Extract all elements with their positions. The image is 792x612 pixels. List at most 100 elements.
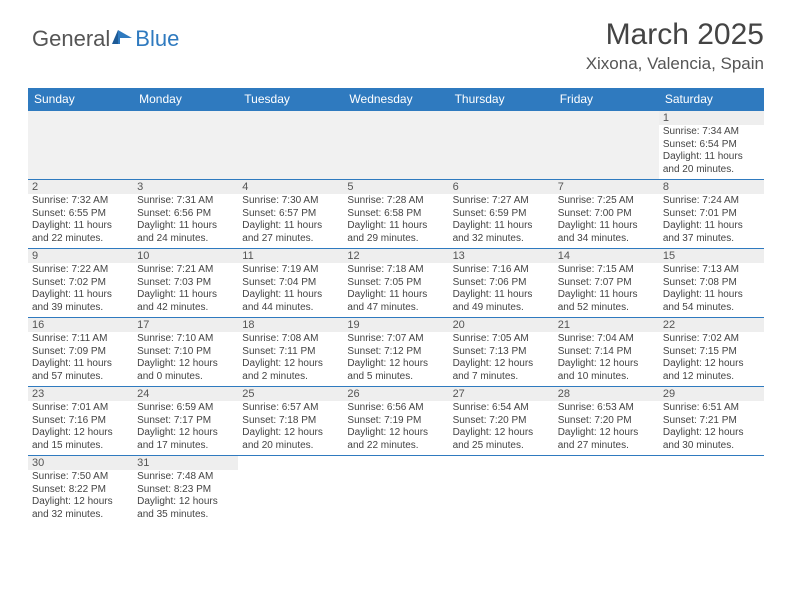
daylight-text-2: and 2 minutes. [242, 371, 339, 384]
day-details: Sunrise: 7:28 AMSunset: 6:58 PMDaylight:… [343, 194, 448, 248]
day-details: Sunrise: 7:25 AMSunset: 7:00 PMDaylight:… [554, 194, 659, 248]
calendar-day-cell: 23Sunrise: 7:01 AMSunset: 7:16 PMDayligh… [28, 387, 133, 456]
empty-cell [659, 456, 764, 525]
day-number: 10 [133, 249, 238, 263]
daylight-text-2: and 12 minutes. [663, 371, 760, 384]
sunrise-text: Sunrise: 7:30 AM [242, 195, 339, 208]
day-number: 11 [238, 249, 343, 263]
daylight-text-1: Daylight: 11 hours [347, 220, 444, 233]
sunrise-text: Sunrise: 7:31 AM [137, 195, 234, 208]
sunset-text: Sunset: 7:13 PM [453, 346, 550, 359]
daylight-text-2: and 44 minutes. [242, 302, 339, 315]
brand-word1: General [32, 26, 110, 52]
daylight-text-1: Daylight: 12 hours [137, 496, 234, 509]
sunset-text: Sunset: 7:20 PM [453, 415, 550, 428]
day-details: Sunrise: 7:13 AMSunset: 7:08 PMDaylight:… [659, 263, 764, 317]
calendar-day-cell: 4Sunrise: 7:30 AMSunset: 6:57 PMDaylight… [238, 180, 343, 249]
sunrise-text: Sunrise: 6:54 AM [453, 402, 550, 415]
daylight-text-1: Daylight: 12 hours [663, 427, 760, 440]
sunrise-text: Sunrise: 7:02 AM [663, 333, 760, 346]
daylight-text-2: and 22 minutes. [347, 440, 444, 453]
daylight-text-1: Daylight: 11 hours [32, 289, 129, 302]
flag-icon [112, 26, 134, 52]
sunset-text: Sunset: 7:14 PM [558, 346, 655, 359]
empty-cell [343, 111, 448, 180]
daylight-text-1: Daylight: 11 hours [453, 289, 550, 302]
title-block: March 2025 Xixona, Valencia, Spain [586, 18, 764, 74]
day-details: Sunrise: 7:01 AMSunset: 7:16 PMDaylight:… [28, 401, 133, 455]
calendar-day-cell: 15Sunrise: 7:13 AMSunset: 7:08 PMDayligh… [659, 249, 764, 318]
daylight-text-1: Daylight: 12 hours [242, 358, 339, 371]
sunset-text: Sunset: 7:01 PM [663, 208, 760, 221]
sunrise-text: Sunrise: 7:24 AM [663, 195, 760, 208]
day-details: Sunrise: 6:53 AMSunset: 7:20 PMDaylight:… [554, 401, 659, 455]
day-details: Sunrise: 7:19 AMSunset: 7:04 PMDaylight:… [238, 263, 343, 317]
sunset-text: Sunset: 7:19 PM [347, 415, 444, 428]
day-header: Thursday [449, 88, 554, 111]
sunrise-text: Sunrise: 7:13 AM [663, 264, 760, 277]
daylight-text-1: Daylight: 11 hours [558, 289, 655, 302]
day-number: 3 [133, 180, 238, 194]
sunset-text: Sunset: 7:10 PM [137, 346, 234, 359]
sunset-text: Sunset: 7:20 PM [558, 415, 655, 428]
sunrise-text: Sunrise: 7:18 AM [347, 264, 444, 277]
empty-cell [449, 111, 554, 180]
daylight-text-1: Daylight: 12 hours [558, 358, 655, 371]
location-text: Xixona, Valencia, Spain [586, 54, 764, 74]
sunrise-text: Sunrise: 7:11 AM [32, 333, 129, 346]
brand-logo: General Blue [32, 26, 179, 52]
sunrise-text: Sunrise: 7:07 AM [347, 333, 444, 346]
calendar-week-row: 9Sunrise: 7:22 AMSunset: 7:02 PMDaylight… [28, 249, 764, 318]
day-details: Sunrise: 7:34 AMSunset: 6:54 PMDaylight:… [659, 125, 764, 179]
sunrise-text: Sunrise: 7:05 AM [453, 333, 550, 346]
daylight-text-2: and 49 minutes. [453, 302, 550, 315]
day-details: Sunrise: 7:32 AMSunset: 6:55 PMDaylight:… [28, 194, 133, 248]
calendar-week-row: 16Sunrise: 7:11 AMSunset: 7:09 PMDayligh… [28, 318, 764, 387]
sunrise-text: Sunrise: 6:57 AM [242, 402, 339, 415]
day-number: 12 [343, 249, 448, 263]
day-number: 5 [343, 180, 448, 194]
daylight-text-2: and 54 minutes. [663, 302, 760, 315]
daylight-text-2: and 22 minutes. [32, 233, 129, 246]
calendar-day-cell: 20Sunrise: 7:05 AMSunset: 7:13 PMDayligh… [449, 318, 554, 387]
daylight-text-2: and 24 minutes. [137, 233, 234, 246]
daylight-text-1: Daylight: 12 hours [663, 358, 760, 371]
day-details: Sunrise: 6:59 AMSunset: 7:17 PMDaylight:… [133, 401, 238, 455]
calendar-day-cell: 5Sunrise: 7:28 AMSunset: 6:58 PMDaylight… [343, 180, 448, 249]
header: General Blue March 2025 Xixona, Valencia… [0, 0, 792, 80]
daylight-text-2: and 15 minutes. [32, 440, 129, 453]
empty-cell [238, 111, 343, 180]
sunset-text: Sunset: 8:22 PM [32, 484, 129, 497]
calendar-day-cell: 22Sunrise: 7:02 AMSunset: 7:15 PMDayligh… [659, 318, 764, 387]
calendar-day-cell: 7Sunrise: 7:25 AMSunset: 7:00 PMDaylight… [554, 180, 659, 249]
calendar-day-cell: 8Sunrise: 7:24 AMSunset: 7:01 PMDaylight… [659, 180, 764, 249]
day-number: 2 [28, 180, 133, 194]
sunset-text: Sunset: 7:21 PM [663, 415, 760, 428]
sunrise-text: Sunrise: 7:16 AM [453, 264, 550, 277]
sunrise-text: Sunrise: 7:08 AM [242, 333, 339, 346]
day-details: Sunrise: 6:57 AMSunset: 7:18 PMDaylight:… [238, 401, 343, 455]
calendar-day-cell: 6Sunrise: 7:27 AMSunset: 6:59 PMDaylight… [449, 180, 554, 249]
daylight-text-2: and 20 minutes. [663, 164, 760, 177]
calendar-day-cell: 13Sunrise: 7:16 AMSunset: 7:06 PMDayligh… [449, 249, 554, 318]
month-title: March 2025 [586, 18, 764, 52]
calendar-day-cell: 14Sunrise: 7:15 AMSunset: 7:07 PMDayligh… [554, 249, 659, 318]
daylight-text-1: Daylight: 11 hours [137, 289, 234, 302]
daylight-text-2: and 5 minutes. [347, 371, 444, 384]
calendar-table: SundayMondayTuesdayWednesdayThursdayFrid… [28, 88, 764, 524]
empty-cell [238, 456, 343, 525]
daylight-text-1: Daylight: 12 hours [137, 358, 234, 371]
sunrise-text: Sunrise: 7:19 AM [242, 264, 339, 277]
day-number: 29 [659, 387, 764, 401]
calendar-day-cell: 24Sunrise: 6:59 AMSunset: 7:17 PMDayligh… [133, 387, 238, 456]
calendar-week-row: 2Sunrise: 7:32 AMSunset: 6:55 PMDaylight… [28, 180, 764, 249]
calendar-day-cell: 18Sunrise: 7:08 AMSunset: 7:11 PMDayligh… [238, 318, 343, 387]
calendar-day-cell: 3Sunrise: 7:31 AMSunset: 6:56 PMDaylight… [133, 180, 238, 249]
daylight-text-1: Daylight: 12 hours [558, 427, 655, 440]
day-header: Wednesday [343, 88, 448, 111]
calendar-day-cell: 9Sunrise: 7:22 AMSunset: 7:02 PMDaylight… [28, 249, 133, 318]
sunrise-text: Sunrise: 7:48 AM [137, 471, 234, 484]
day-details: Sunrise: 7:22 AMSunset: 7:02 PMDaylight:… [28, 263, 133, 317]
day-number: 1 [659, 111, 764, 125]
calendar-week-row: 23Sunrise: 7:01 AMSunset: 7:16 PMDayligh… [28, 387, 764, 456]
